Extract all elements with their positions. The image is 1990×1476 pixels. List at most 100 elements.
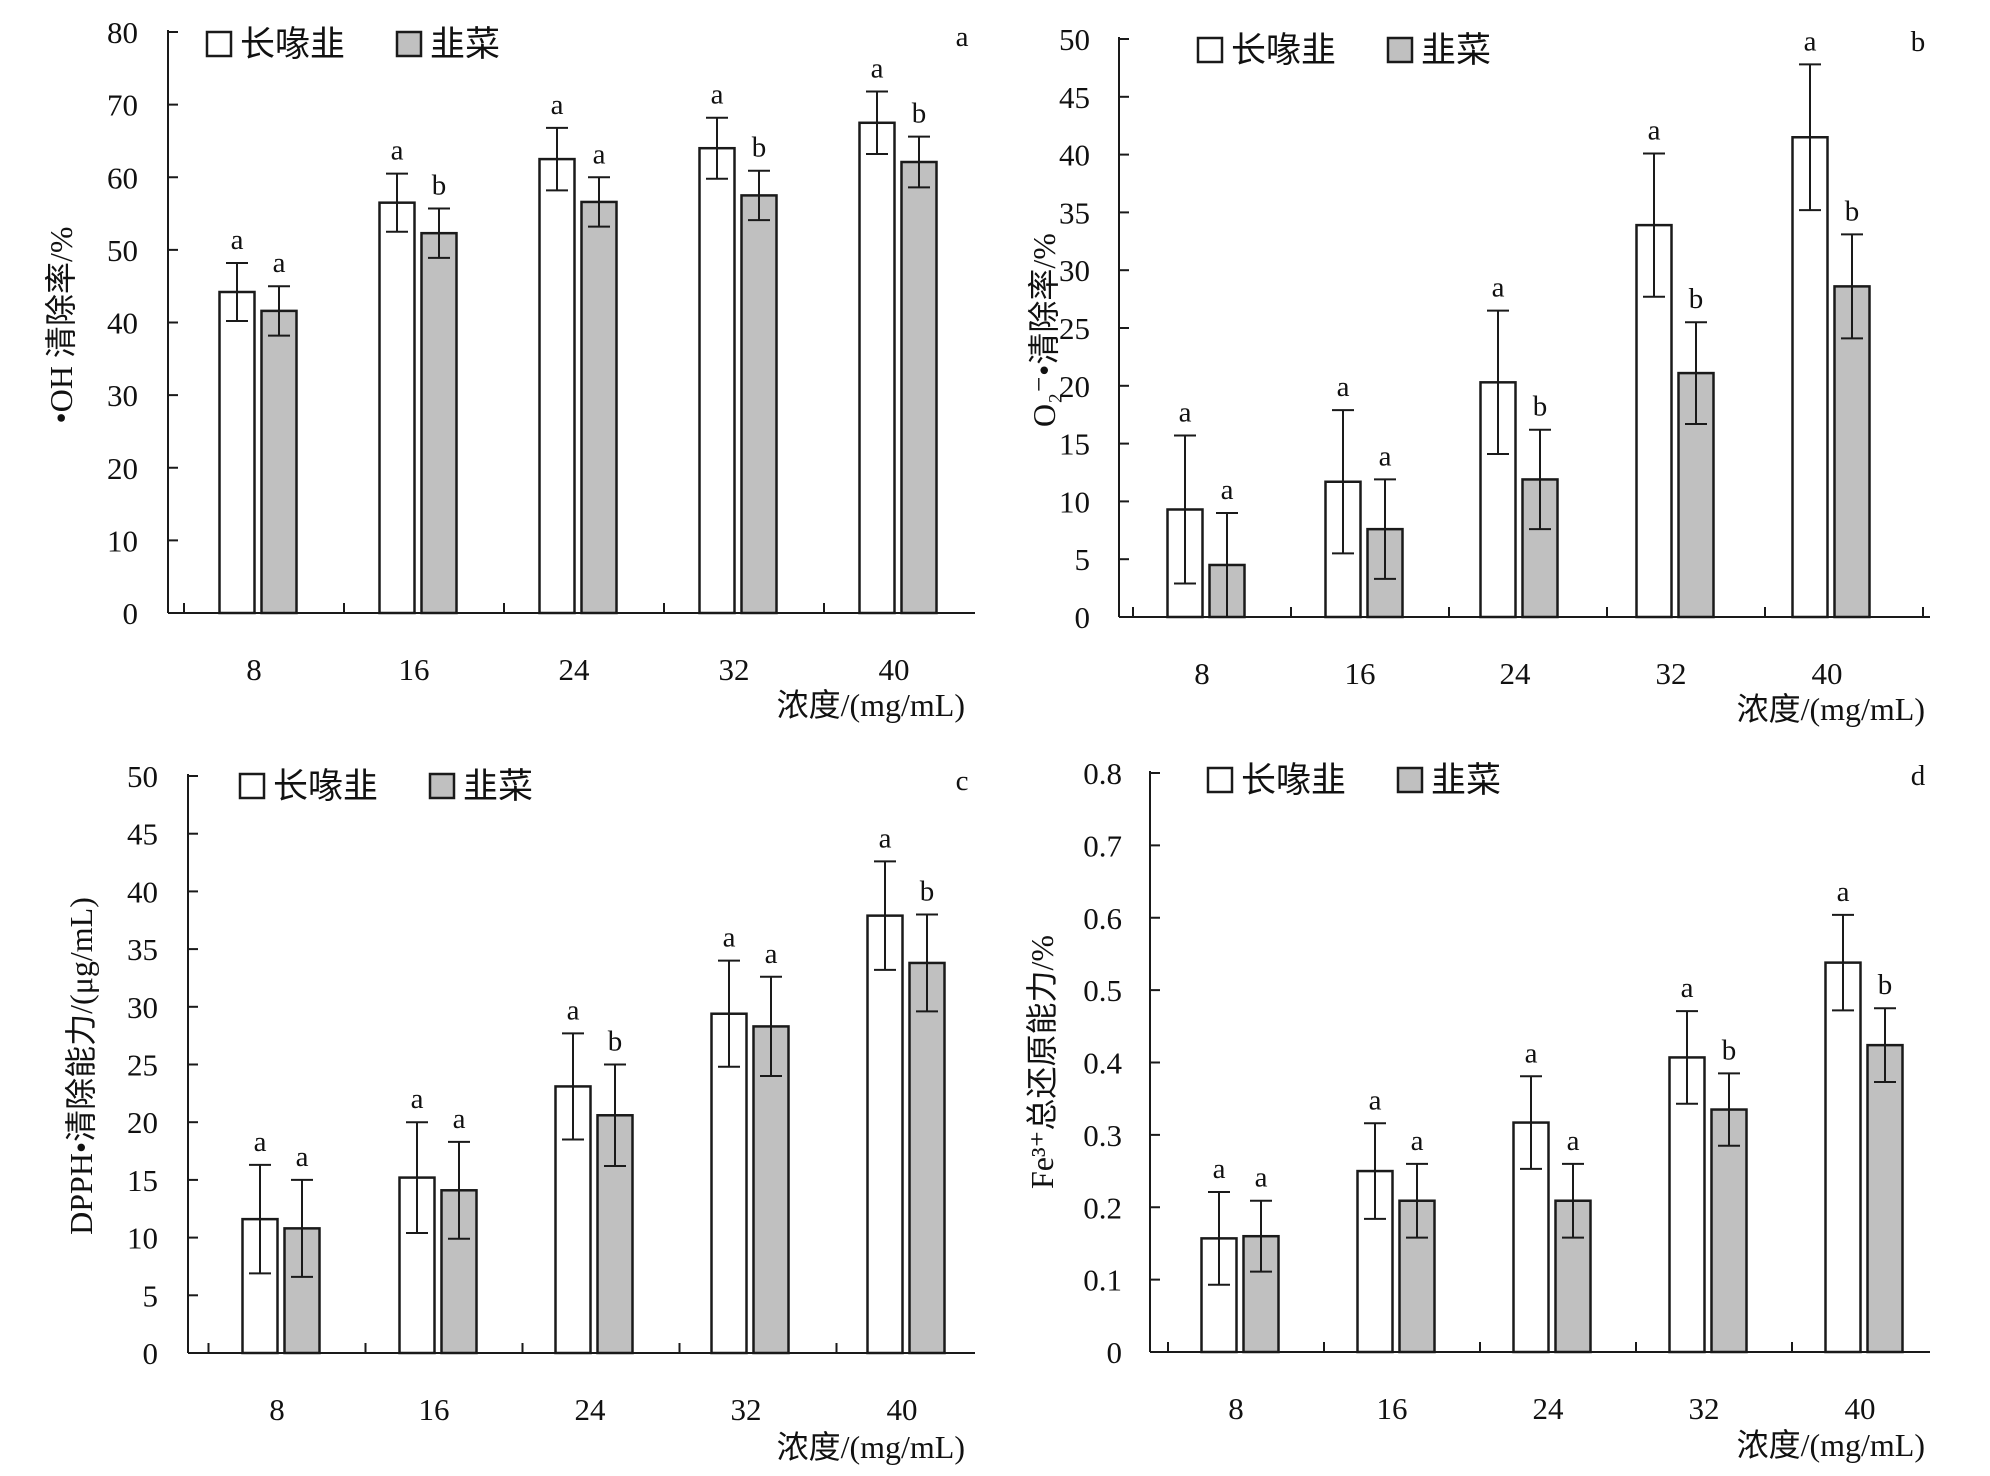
y-tick-label: 0: [1107, 1335, 1123, 1370]
y-tick-label: 40: [127, 874, 158, 909]
legend-label-jiucai: 韭菜: [430, 25, 500, 64]
legend-label-jiucai: 韭菜: [463, 767, 533, 806]
chart-panel-a: 010203040506070808 16 24 32 40aaa aaaba bb长喙韭韭…: [43, 15, 975, 723]
y-tick-label: 20: [107, 451, 138, 486]
y-tick-label: 10: [127, 1221, 158, 1256]
significance-letter: a: [871, 53, 884, 85]
legend-label-changhuijiu: 长喙韭: [1231, 31, 1336, 70]
x-tick-label: 24: [1533, 1391, 1565, 1426]
x-tick-label: 32: [719, 652, 750, 687]
y-tick-label: 0.1: [1083, 1263, 1122, 1298]
bar-changhuijiu: [378, 201, 416, 615]
y-tick-label: 0.4: [1083, 1046, 1122, 1081]
significance-letter: a: [551, 89, 564, 121]
y-tick-label: 20: [1059, 369, 1090, 404]
significance-letter: b: [1689, 283, 1704, 315]
y-tick-label: 50: [107, 233, 138, 268]
y-tick-label: 70: [107, 88, 138, 123]
significance-letter: b: [920, 875, 935, 907]
significance-letter: a: [593, 138, 606, 170]
x-tick-label: 24: [575, 1392, 607, 1427]
y-tick-label: 30: [107, 378, 138, 413]
panel-letter: a: [956, 21, 969, 53]
significance-letter: a: [723, 922, 736, 954]
bar-changhuijiu: [866, 914, 904, 1355]
significance-letter: a: [1492, 272, 1505, 304]
x-tick-label: 16: [1377, 1391, 1408, 1426]
y-tick-label: 0.2: [1083, 1190, 1122, 1225]
significance-letter: a: [453, 1103, 466, 1135]
bar-changhuijiu: [1668, 1056, 1706, 1354]
bar-changhuijiu: [218, 290, 256, 615]
bar-jiucai: [1866, 1043, 1904, 1354]
x-tick-label: 32: [1689, 1391, 1720, 1426]
significance-letter: a: [1525, 1037, 1538, 1069]
x-tick-label: 40: [879, 652, 910, 687]
y-tick-label: 50: [127, 759, 158, 794]
y-tick-label: 15: [1059, 427, 1090, 462]
bar-changhuijiu: [538, 157, 576, 615]
significance-letter: a: [296, 1141, 309, 1173]
y-tick-label: 40: [1059, 138, 1090, 173]
y-tick-label: 35: [1059, 195, 1090, 230]
bar-jiucai: [1833, 285, 1871, 619]
chart-panel-d: 00.10.20.30.40.50.60.70.88 16 24 32 40aaaaaa…: [1024, 756, 1930, 1463]
legend-swatch-changhuijiu: [238, 772, 266, 800]
bar-jiucai: [1710, 1108, 1748, 1354]
legend-swatch-jiucai: [428, 772, 456, 800]
significance-letter: b: [1722, 1034, 1737, 1066]
y-tick-label: 15: [127, 1163, 158, 1198]
y-tick-label: 30: [1059, 253, 1090, 288]
significance-letter: a: [1179, 397, 1192, 429]
y-tick-label: 45: [127, 817, 158, 852]
y-tick-label: 5: [1075, 542, 1091, 577]
bar-changhuijiu: [698, 146, 736, 615]
y-tick-label: 0.7: [1083, 828, 1122, 863]
significance-letter: a: [1337, 371, 1350, 403]
chart-panel-b: 0 5 10 15 20 25 30 35 40 45 50 8 16 24 32 40 a a a a a a a b b b 长…: [1026, 22, 1930, 727]
x-tick-label: 40: [887, 1392, 918, 1427]
x-axis-title: 浓度/(mg/mL): [777, 687, 965, 723]
x-tick-label: 24: [1500, 656, 1532, 691]
bar-jiucai: [580, 200, 618, 615]
y-tick-label: 0.3: [1083, 1118, 1122, 1153]
bar-jiucai: [908, 961, 946, 1355]
x-tick-label: 8: [1194, 656, 1210, 691]
legend-swatch-jiucai: [1386, 36, 1414, 64]
panel-letter: b: [1911, 26, 1926, 58]
significance-letter: a: [879, 822, 892, 854]
legend-swatch-changhuijiu: [1206, 766, 1234, 794]
significance-letter: b: [1533, 391, 1548, 423]
y-tick-label: 0.8: [1083, 756, 1122, 791]
legend-label-changhuijiu: 长喙韭: [273, 767, 378, 806]
significance-letter: a: [1567, 1125, 1580, 1157]
significance-letter: a: [1213, 1153, 1226, 1185]
bar-changhuijiu: [858, 121, 896, 615]
significance-letter: a: [1369, 1084, 1382, 1116]
significance-letter: a: [1681, 972, 1694, 1004]
legend-swatch-changhuijiu: [205, 30, 233, 58]
legend-label-jiucai: 韭菜: [1421, 31, 1491, 70]
significance-letter: a: [254, 1126, 267, 1158]
x-tick-label: 16: [419, 1392, 450, 1427]
significance-letter: a: [273, 247, 286, 279]
legend-swatch-jiucai: [395, 30, 423, 58]
x-tick-label: 32: [1656, 656, 1687, 691]
legend-label-changhuijiu: 长喙韭: [1241, 761, 1346, 800]
significance-letter: a: [711, 79, 724, 111]
x-tick-label: 8: [269, 1392, 285, 1427]
y-tick-label: 80: [107, 15, 138, 50]
y-axis-title: O₂⁻•清除率/%: [1026, 233, 1062, 427]
significance-letter: a: [1804, 25, 1817, 57]
significance-letter: b: [912, 98, 927, 130]
y-tick-label: 10: [1059, 484, 1090, 519]
legend-label-changhuijiu: 长喙韭: [240, 25, 345, 64]
significance-letter: b: [608, 1026, 623, 1058]
panel-letter: c: [956, 765, 969, 797]
y-tick-label: 5: [143, 1278, 159, 1313]
bar-jiucai: [740, 194, 778, 615]
y-tick-label: 0.5: [1083, 973, 1122, 1008]
y-tick-label: 45: [1059, 80, 1090, 115]
